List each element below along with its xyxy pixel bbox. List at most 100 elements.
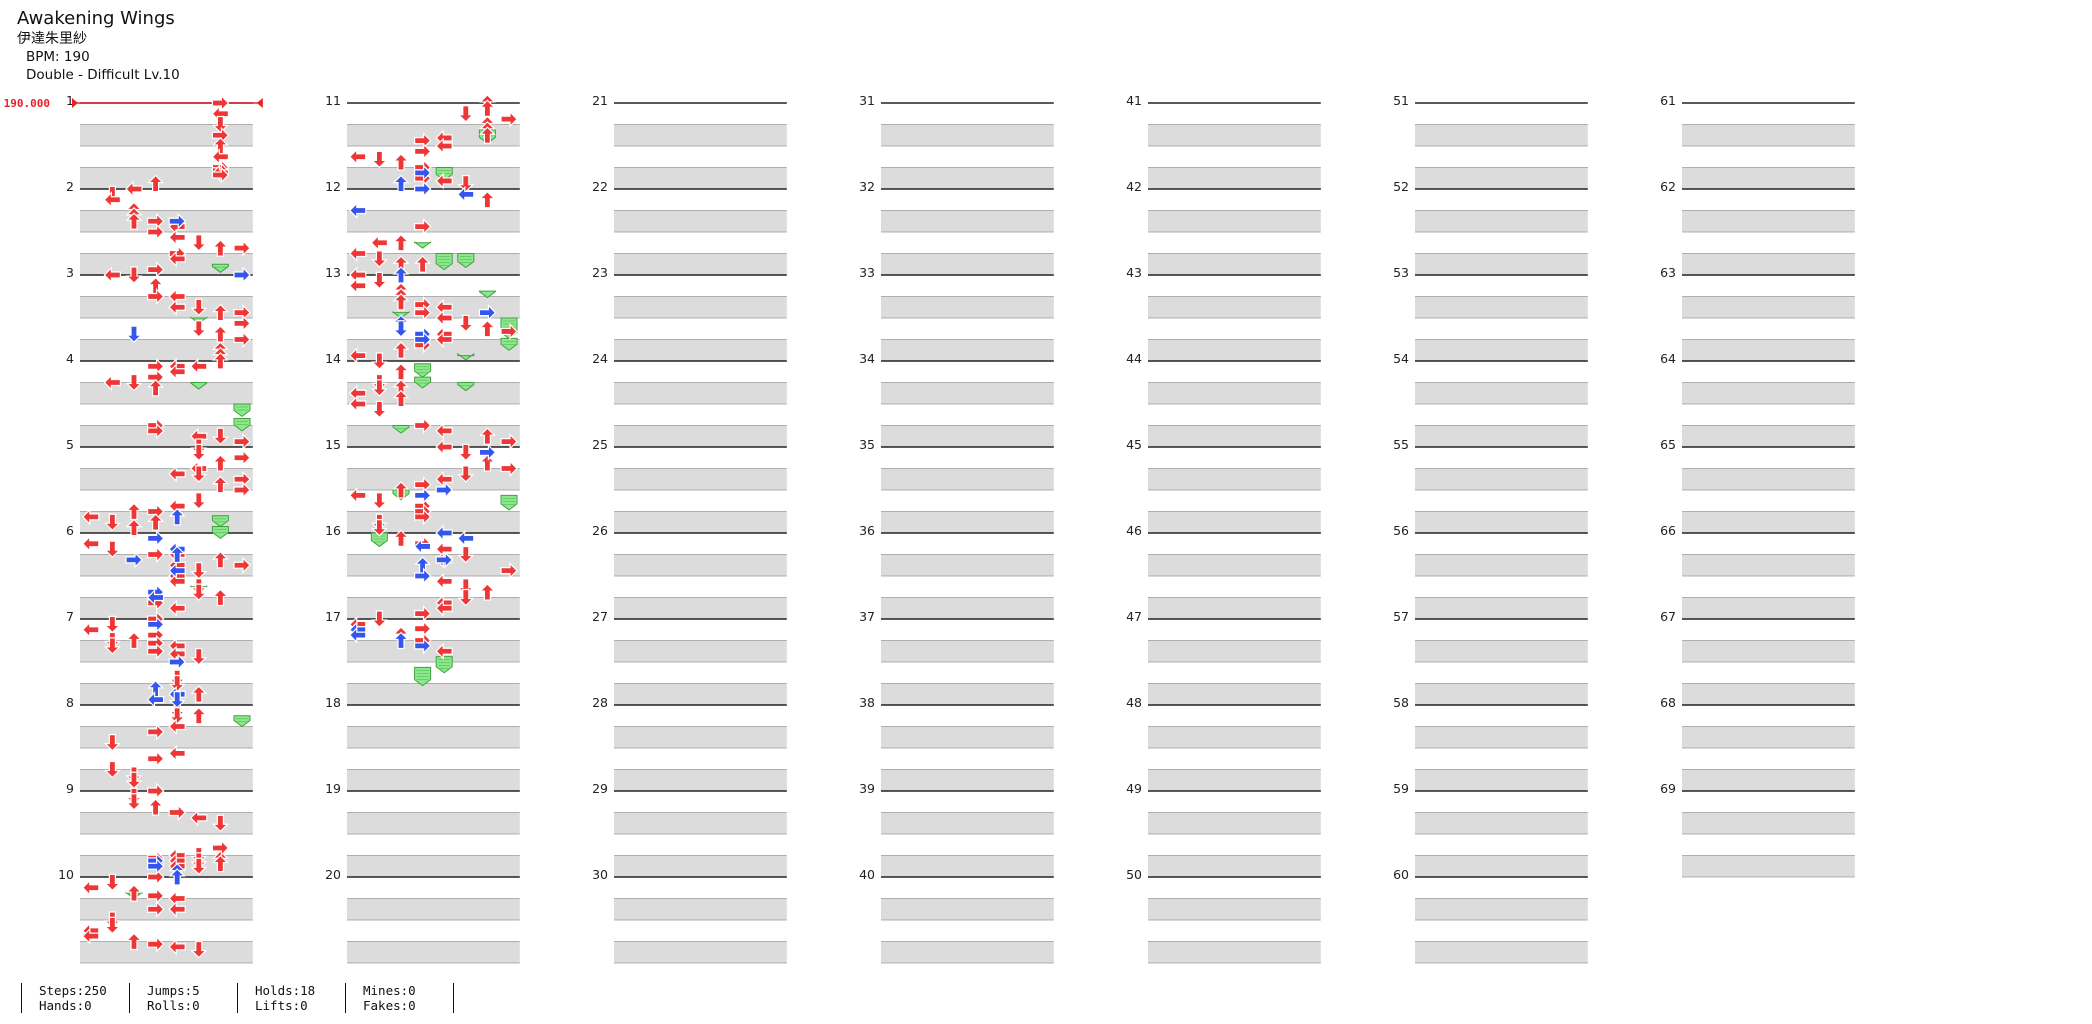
arrow-note-up-arrow [147, 379, 165, 397]
beat-band [1415, 812, 1588, 834]
measure-number: 13 [325, 265, 341, 280]
arrow-note-down-arrow [103, 637, 121, 655]
arrow-note-up-arrow [392, 266, 410, 284]
beat-band [347, 339, 520, 361]
arrow-note-left-arrow [348, 277, 367, 295]
measure-number: 20 [325, 867, 341, 882]
arrow-note-left-arrow [168, 744, 186, 762]
arrow-note-right-arrow [414, 605, 432, 623]
arrow-note-left-arrow [435, 172, 453, 190]
beat-band [1682, 640, 1855, 662]
arrow-note-right-arrow [500, 322, 518, 340]
arrow-note-up-arrow [392, 362, 410, 381]
beat-band [614, 726, 787, 748]
arrow-note-left-arrow [81, 927, 100, 945]
beat-band [1148, 468, 1321, 490]
beat-band [881, 167, 1054, 189]
measure-number: 34 [859, 351, 875, 366]
mines-count: Mines:0 [363, 983, 416, 998]
arrow-note-up-arrow [392, 174, 410, 193]
arrow-note-down-arrow [125, 325, 143, 343]
beat-band [1148, 425, 1321, 447]
hold-body [211, 263, 229, 273]
beat-band [1148, 769, 1321, 791]
arrow-note-left-arrow [168, 228, 186, 246]
arrow-note-down-arrow [370, 519, 388, 537]
arrow-note-right-arrow [147, 261, 165, 279]
arrow-note-down-arrow [190, 940, 208, 959]
arrow-note-up-arrow [478, 319, 496, 338]
beat-band [881, 468, 1054, 490]
beat-band [1415, 511, 1588, 533]
measure-number: 65 [1660, 437, 1676, 452]
beat-band [347, 253, 520, 275]
arrow-note-left-arrow [456, 185, 475, 203]
beat-band [1415, 554, 1588, 576]
measure-number: 46 [1126, 523, 1142, 538]
difficulty-label: Double - Difficult Lv.10 [26, 67, 180, 83]
measure-number: 68 [1660, 695, 1676, 710]
chart-header: Awakening Wings 伊達朱里紗 BPM: 190 Double - … [17, 8, 180, 84]
arrow-note-right-arrow [414, 218, 432, 236]
arrow-note-right-arrow [147, 935, 165, 953]
arrow-note-left-arrow [125, 180, 143, 198]
measure-number: 32 [859, 179, 875, 194]
beat-band [80, 597, 253, 619]
beat-band [614, 683, 787, 705]
arrow-note-up-arrow [125, 631, 143, 650]
beat-band [1415, 167, 1588, 189]
beat-band [347, 597, 520, 619]
beat-band [80, 941, 253, 963]
arrow-note-down-arrow [103, 873, 121, 892]
beat-band [1148, 941, 1321, 963]
arrow-note-down-arrow [211, 427, 229, 446]
stat-block-mines: Mines:0 Fakes:0 [345, 983, 453, 1013]
beat-band [1148, 511, 1321, 533]
beat-band [1682, 468, 1855, 490]
arrow-note-right-arrow [414, 417, 432, 434]
hold-body [414, 241, 432, 249]
beat-band [1415, 425, 1588, 447]
beat-band [80, 855, 253, 877]
measure-number: 58 [1393, 695, 1409, 710]
arrow-note-right-arrow [147, 642, 165, 660]
arrow-note-right-arrow [478, 443, 497, 461]
beat-band [80, 339, 253, 361]
arrow-note-right-arrow [211, 166, 230, 184]
beat-band [1148, 167, 1321, 189]
bpm-label: BPM: 190 [26, 49, 90, 65]
hold-body [190, 382, 208, 390]
beat-band [80, 425, 253, 447]
arrow-note-right-arrow [147, 782, 165, 800]
beat-band [1415, 726, 1588, 748]
arrow-note-up-arrow [147, 174, 165, 193]
measure-number: 28 [592, 695, 608, 710]
measure-number: 22 [592, 179, 608, 194]
arrow-note-up-arrow [211, 475, 229, 494]
beat-band [1148, 597, 1321, 619]
arrow-note-down-arrow [190, 234, 208, 252]
stat-block-jumps: Jumps:5 Rolls:0 [129, 983, 237, 1013]
measure-number: 24 [592, 351, 608, 366]
arrow-note-right-arrow [233, 433, 251, 451]
beat-band [1682, 124, 1855, 146]
arrow-note-up-arrow [168, 508, 186, 526]
arrow-note-down-arrow [190, 298, 208, 317]
beat-band [347, 769, 520, 791]
measure-number: 25 [592, 437, 608, 452]
arrow-note-left-arrow [370, 234, 388, 252]
arrow-note-left-arrow [168, 718, 186, 735]
beat-band [347, 425, 520, 447]
arrow-note-left-arrow [348, 626, 367, 644]
arrow-note-right-arrow [147, 288, 165, 305]
arrow-note-down-arrow [370, 271, 388, 290]
arrow-note-up-arrow [147, 513, 165, 531]
beat-band [881, 812, 1054, 834]
arrow-note-right-arrow [147, 723, 165, 741]
arrow-note-right-arrow [233, 556, 251, 574]
arrow-note-right-arrow [414, 508, 432, 526]
measure-number: 5 [66, 437, 74, 452]
arrow-note-right-arrow [147, 223, 165, 241]
arrow-note-down-arrow [457, 314, 475, 333]
arrow-note-right-arrow [233, 266, 251, 284]
